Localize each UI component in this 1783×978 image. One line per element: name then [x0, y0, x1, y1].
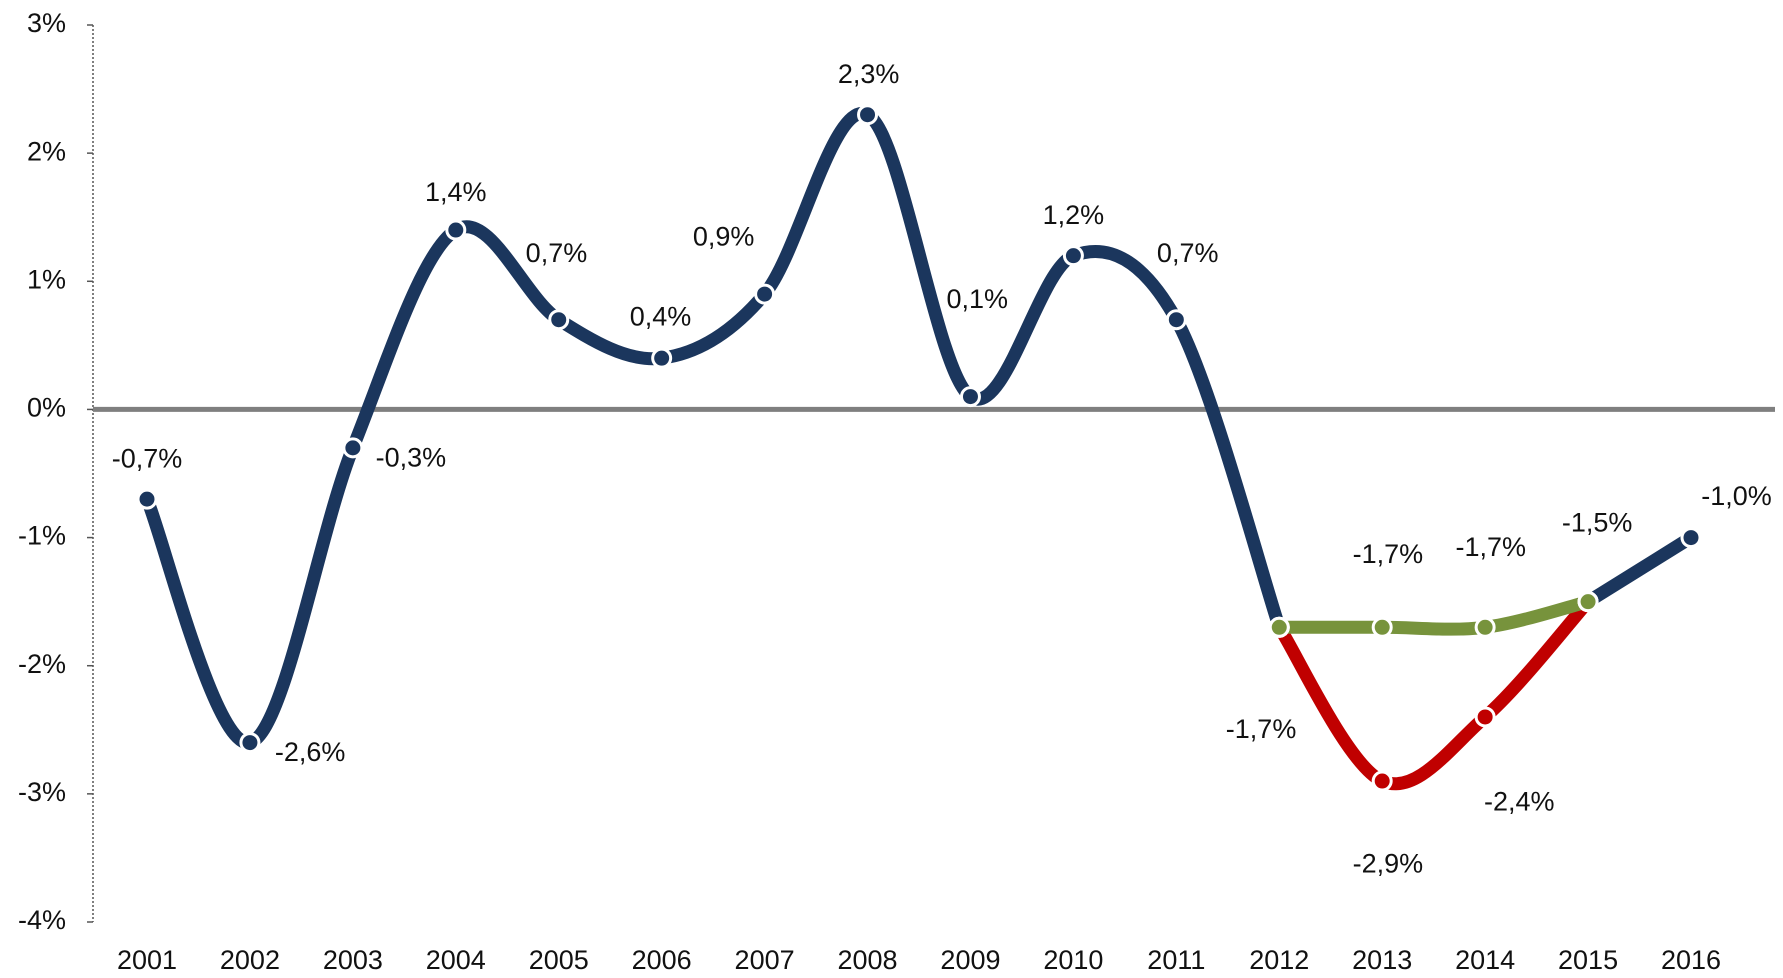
data-label: -0,7%: [112, 444, 183, 474]
point: [1474, 616, 1496, 638]
point: [342, 437, 364, 459]
data-label: 0,7%: [1157, 238, 1219, 268]
x-tick-label: 2015: [1558, 945, 1618, 975]
x-tick-label: 2005: [529, 945, 589, 975]
point: [754, 283, 776, 305]
y-tick-label: 2%: [27, 136, 66, 166]
data-label: 0,1%: [947, 284, 1009, 314]
x-tick-label: 2013: [1352, 945, 1412, 975]
data-label: -2,9%: [1353, 848, 1424, 878]
y-tick-label: 1%: [27, 264, 66, 294]
x-tick-label: 2012: [1249, 945, 1309, 975]
x-tick-label: 2002: [220, 945, 280, 975]
point: [1165, 309, 1187, 331]
x-tick-label: 2008: [837, 945, 897, 975]
point: [239, 732, 261, 754]
point: [1474, 706, 1496, 728]
series-line: [1272, 595, 1595, 636]
y-tick-label: -3%: [18, 777, 66, 807]
series-line: [140, 107, 1698, 750]
data-label: -1,7%: [1353, 539, 1424, 569]
point: [1062, 245, 1084, 267]
point: [959, 386, 981, 408]
data-label: -1,7%: [1226, 714, 1297, 744]
data-label: 1,4%: [425, 177, 487, 207]
data-label: -1,0%: [1701, 481, 1772, 511]
point: [1371, 770, 1393, 792]
y-tick-label: 0%: [27, 393, 66, 423]
data-label: -2,6%: [275, 737, 346, 767]
y-tick-label: -4%: [18, 905, 66, 935]
data-label: 0,4%: [630, 302, 692, 332]
data-label: -1,5%: [1562, 507, 1633, 537]
data-label: 0,7%: [526, 238, 588, 268]
point: [1371, 616, 1393, 638]
y-tick-label: -2%: [18, 649, 66, 679]
x-tick-label: 2009: [940, 945, 1000, 975]
data-label: 0,9%: [693, 222, 755, 252]
point: [1268, 616, 1290, 638]
point: [1680, 527, 1702, 549]
y-tick-label: 3%: [27, 8, 66, 38]
x-tick-label: 2010: [1043, 945, 1103, 975]
x-tick-label: 2004: [426, 945, 486, 975]
x-tick-label: 2016: [1661, 945, 1721, 975]
x-tick-label: 2001: [117, 945, 177, 975]
data-label: -1,7%: [1456, 532, 1527, 562]
data-label: 1,2%: [1043, 200, 1105, 230]
x-tick-label: 2003: [323, 945, 383, 975]
point: [548, 309, 570, 331]
point: [445, 219, 467, 241]
point: [857, 104, 879, 126]
data-label: -0,3%: [376, 442, 447, 472]
x-tick-label: 2011: [1147, 945, 1205, 975]
y-tick-label: -1%: [18, 521, 66, 551]
x-tick-label: 2014: [1455, 945, 1515, 975]
x-tick-label: 2006: [632, 945, 692, 975]
data-label: -2,4%: [1484, 787, 1555, 817]
series-line: [1272, 595, 1595, 791]
point: [651, 347, 673, 369]
point: [1577, 591, 1599, 613]
point: [136, 488, 158, 510]
x-tick-label: 2007: [735, 945, 795, 975]
data-label: 2,3%: [838, 59, 900, 89]
